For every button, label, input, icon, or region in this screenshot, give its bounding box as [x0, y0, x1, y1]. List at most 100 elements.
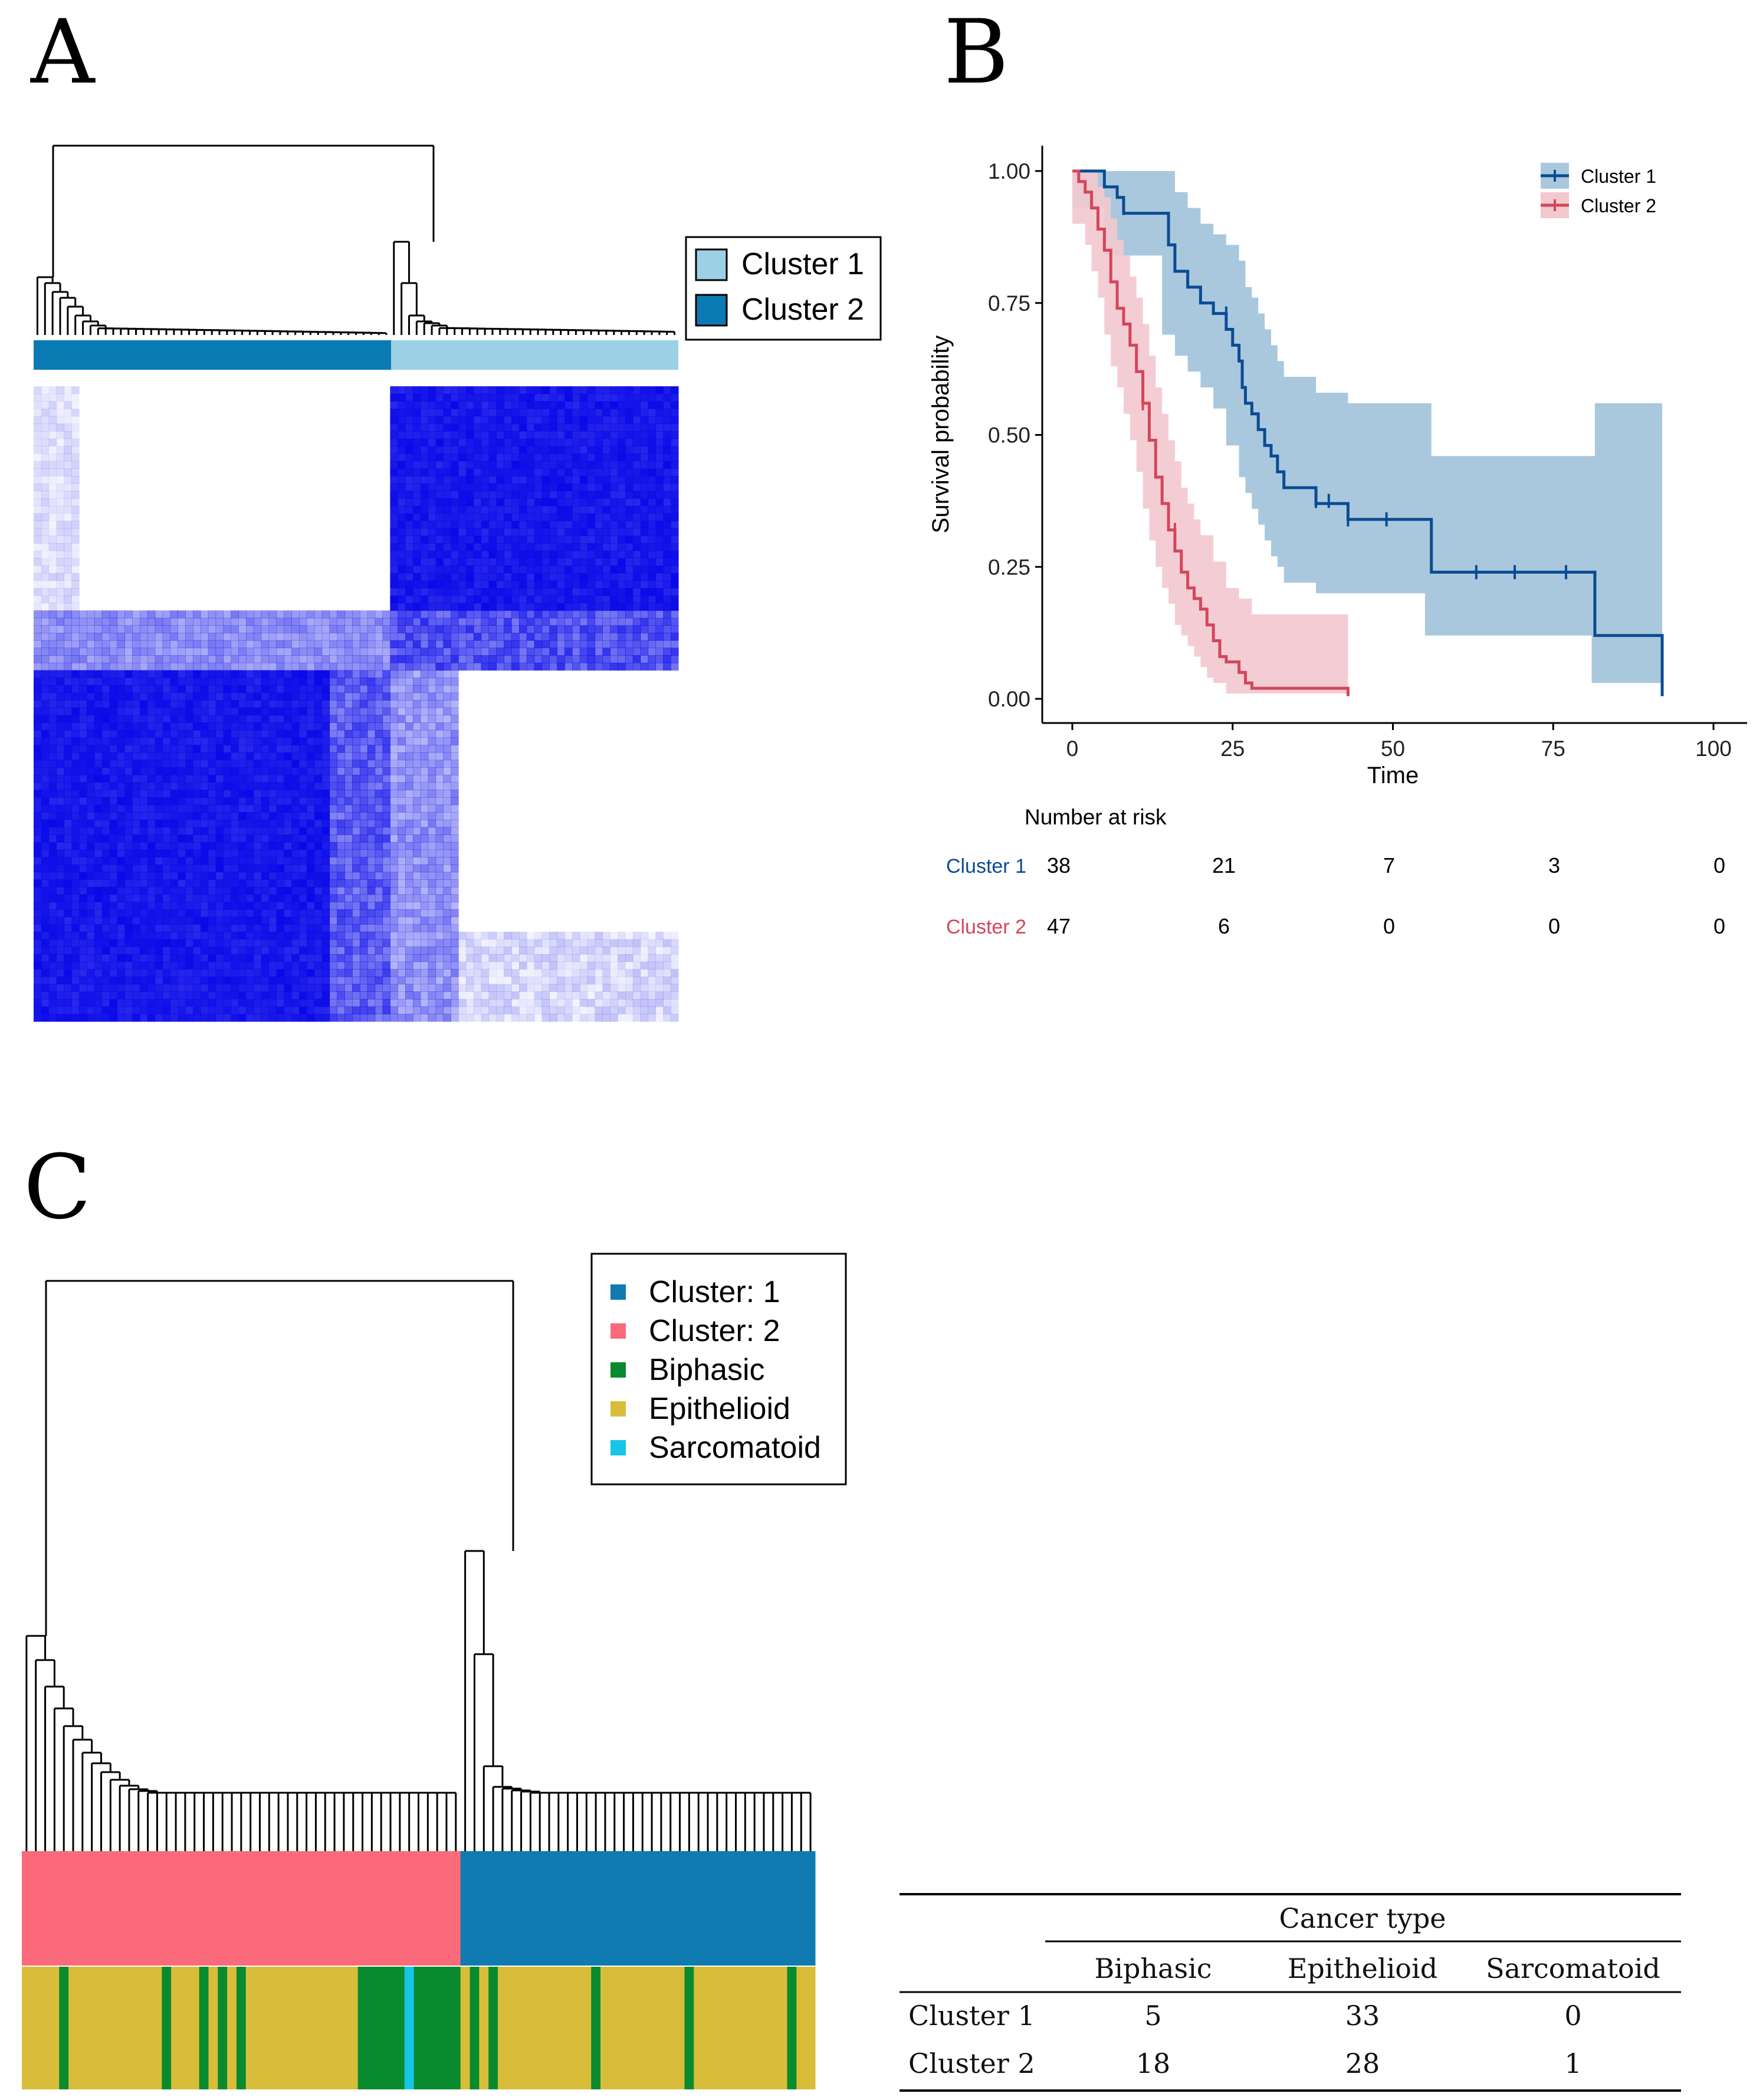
heatmap-cell [132, 692, 140, 701]
heatmap-cell [34, 819, 42, 828]
heatmap-cell [306, 760, 315, 768]
heatmap-cell [549, 386, 557, 395]
heatmap-cell [511, 483, 520, 491]
heatmap-cell [223, 737, 231, 745]
heatmap-cell [405, 767, 413, 775]
heatmap-cell [56, 558, 65, 566]
heatmap-cell [94, 819, 103, 828]
heatmap-cell [458, 595, 467, 604]
heatmap-cell [390, 961, 398, 970]
heatmap-cell [215, 737, 224, 745]
heatmap-cell [34, 991, 42, 1000]
heatmap-cell [488, 931, 497, 940]
heatmap-cell [526, 640, 535, 649]
heatmap-cell [71, 894, 80, 902]
heatmap-cell [359, 745, 368, 753]
heatmap-cell [117, 797, 125, 806]
heatmap-cell [412, 438, 421, 446]
heatmap-cell [56, 819, 65, 828]
heatmap-cell [443, 476, 451, 484]
heatmap-cell [671, 931, 679, 940]
heatmap-cell [572, 431, 580, 439]
heatmap-cell [481, 610, 490, 619]
heatmap-cell [147, 886, 156, 895]
heatmap-cell [48, 894, 57, 902]
heatmap-cell [534, 498, 543, 507]
heatmap-cell [48, 939, 57, 947]
heatmap-cell [337, 767, 345, 775]
heatmap-cell [34, 491, 42, 499]
heatmap-cell [359, 648, 368, 656]
heatmap-cell [101, 976, 110, 985]
heatmap-cell [215, 670, 224, 678]
heatmap-cell [458, 633, 467, 641]
heatmap-cell [101, 954, 110, 962]
heatmap-cell [41, 939, 50, 947]
heatmap-cell [87, 790, 95, 798]
heatmap-cell [443, 558, 451, 566]
heatmap-cell [526, 453, 535, 462]
heatmap-cell [398, 633, 406, 641]
heatmap-cell [587, 423, 596, 432]
heatmap-cell [231, 678, 239, 686]
heatmap-cell [412, 991, 421, 1000]
heatmap-cell [71, 969, 80, 977]
heatmap-cell [132, 857, 140, 865]
heatmap-cell [375, 834, 383, 843]
heatmap-cell [595, 505, 603, 514]
heatmap-cell [428, 857, 436, 865]
heatmap-cell [398, 872, 406, 880]
heatmap-cell [223, 849, 231, 857]
heatmap-cell [541, 939, 550, 947]
heatmap-cell [595, 468, 603, 476]
heatmap-cell [526, 976, 535, 985]
heatmap-cell [534, 558, 543, 566]
heatmap-cell [276, 819, 284, 828]
heatmap-cell [200, 767, 209, 775]
heatmap-cell [359, 857, 368, 865]
heatmap-cell [390, 729, 398, 738]
heatmap-cell [261, 961, 270, 970]
heatmap-cell [352, 692, 360, 701]
heatmap-cell [344, 767, 353, 775]
heatmap-cell [435, 827, 444, 835]
heatmap-cell [504, 416, 512, 424]
heatmap-cell [314, 947, 323, 955]
heatmap-cell [602, 580, 610, 589]
heatmap-cell [321, 909, 330, 918]
heatmap-cell [329, 760, 337, 768]
heatmap-cell [48, 909, 57, 918]
heatmap-cell [185, 640, 193, 649]
heatmap-cell [648, 961, 656, 970]
heatmap-cell [511, 588, 520, 596]
heatmap-cell [420, 409, 429, 417]
heatmap-cell [488, 393, 497, 402]
heatmap-cell [101, 902, 110, 910]
heatmap-cell [178, 640, 186, 649]
heatmap-cell [428, 984, 436, 992]
heatmap-cell [405, 954, 413, 962]
heatmap-cell [276, 939, 284, 947]
heatmap-cell [306, 729, 315, 738]
heatmap-cell [284, 879, 292, 888]
heatmap-cell [64, 729, 72, 738]
heatmap-cell [526, 931, 535, 940]
heatmap-cell [557, 588, 565, 596]
heatmap-cell [420, 633, 429, 641]
heatmap-cell [382, 939, 390, 947]
heatmap-cell [496, 595, 504, 604]
heatmap-cell [504, 588, 512, 596]
heatmap-cell [398, 774, 406, 783]
heatmap-cell [64, 984, 72, 992]
heatmap-cell [56, 790, 65, 798]
heatmap-cell [268, 752, 277, 761]
heatmap-cell [595, 543, 603, 551]
heatmap-cell [193, 886, 201, 895]
heatmap-cell [34, 782, 42, 790]
heatmap-cell [71, 842, 80, 850]
heatmap-cell [48, 491, 57, 499]
heatmap-cell [435, 804, 444, 813]
heatmap-cell [518, 550, 527, 559]
heatmap-cell [420, 857, 429, 865]
heatmap-cell [223, 774, 231, 783]
